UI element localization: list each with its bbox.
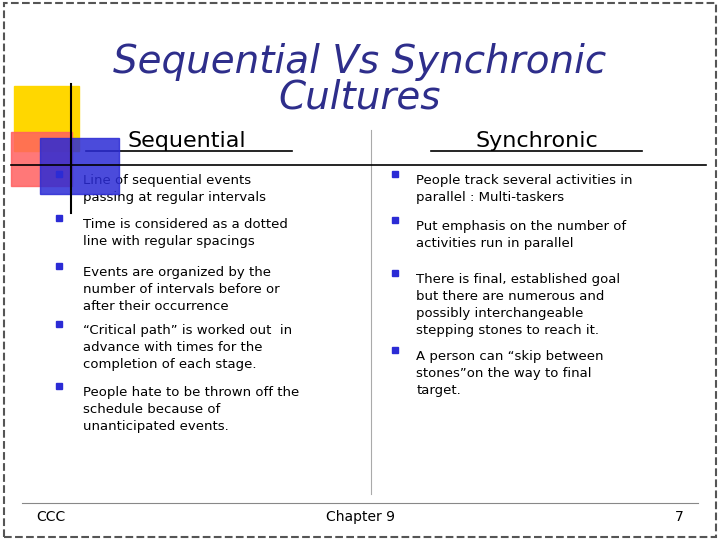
Text: People track several activities in
parallel : Multi-taskers: People track several activities in paral…	[416, 174, 633, 204]
Bar	[40, 138, 119, 194]
Text: People hate to be thrown off the
schedule because of
unanticipated events.: People hate to be thrown off the schedul…	[83, 386, 299, 433]
Text: Put emphasis on the number of
activities run in parallel: Put emphasis on the number of activities…	[416, 220, 626, 251]
Bar	[14, 86, 79, 151]
Text: A person can “skip between
stones”on the way to final
target.: A person can “skip between stones”on the…	[416, 350, 603, 397]
Text: Sequential Vs Synchronic: Sequential Vs Synchronic	[113, 43, 607, 81]
Text: Line of sequential events
passing at regular intervals: Line of sequential events passing at reg…	[83, 174, 266, 204]
Text: Time is considered as a dotted
line with regular spacings: Time is considered as a dotted line with…	[83, 218, 288, 248]
Bar	[11, 132, 72, 186]
Text: Synchronic: Synchronic	[475, 131, 598, 152]
Text: Sequential: Sequential	[128, 131, 246, 152]
Text: “Critical path” is worked out  in
advance with times for the
completion of each : “Critical path” is worked out in advance…	[83, 324, 292, 371]
Text: CCC: CCC	[36, 510, 66, 524]
Text: Events are organized by the
number of intervals before or
after their occurrence: Events are organized by the number of in…	[83, 266, 279, 313]
Text: 7: 7	[675, 510, 684, 524]
Text: There is final, established goal
but there are numerous and
possibly interchange: There is final, established goal but the…	[416, 273, 621, 337]
Text: Chapter 9: Chapter 9	[325, 510, 395, 524]
Text: Cultures: Cultures	[279, 78, 441, 116]
